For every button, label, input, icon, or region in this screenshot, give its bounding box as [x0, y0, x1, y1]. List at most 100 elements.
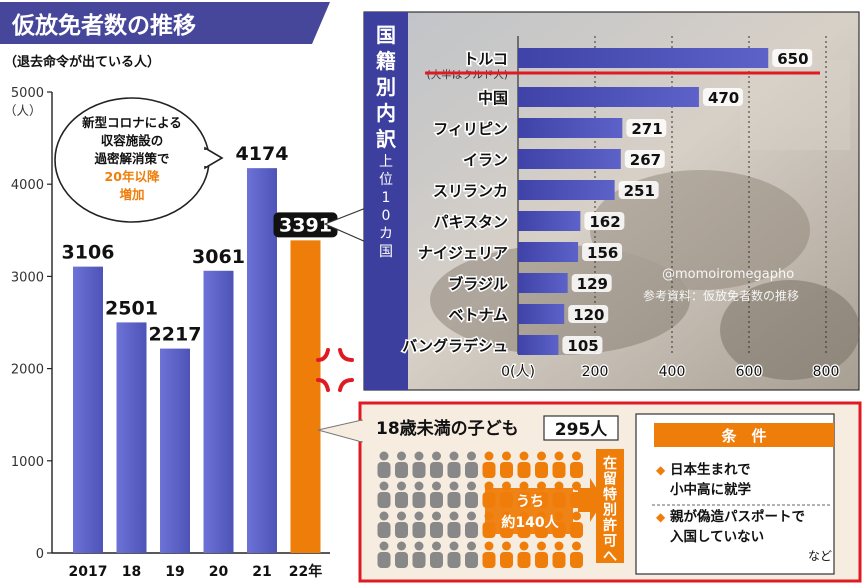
- panel-subtitle-char: カ: [379, 226, 393, 242]
- status-char: 可: [603, 534, 617, 550]
- person-icon: [397, 481, 406, 491]
- bar: [518, 48, 769, 68]
- person-icon: [570, 522, 583, 538]
- data-label: 650: [777, 50, 808, 68]
- person-icon: [377, 522, 391, 538]
- person-icon: [395, 522, 408, 538]
- conditions-title: 条 件: [720, 427, 766, 445]
- bullet-icon: ◆: [656, 463, 666, 477]
- data-label: 3391: [279, 214, 332, 236]
- y-tick-label: 5000: [11, 86, 44, 101]
- category-label: バングラデシュ: [402, 337, 508, 355]
- person-icon: [572, 541, 581, 551]
- bar: [116, 322, 147, 553]
- person-icon: [432, 511, 441, 521]
- value-label-bg: [273, 212, 338, 238]
- person-icon: [570, 462, 583, 478]
- data-label: 251: [624, 182, 655, 200]
- arrow-icon: [578, 478, 604, 522]
- bar: [518, 335, 559, 355]
- anger-mark: [316, 348, 354, 392]
- category-label: イラン: [463, 151, 508, 169]
- person-icon: [395, 492, 408, 508]
- panel-title-char: 国: [376, 23, 396, 47]
- category-label: ナイジェリア: [418, 244, 508, 262]
- category-label: スリランカ: [433, 182, 508, 200]
- category-label: 中国: [478, 89, 508, 107]
- condition-line: 小中高に就学: [670, 481, 751, 498]
- bar: [518, 149, 621, 169]
- bar: [518, 242, 579, 262]
- bar: [247, 168, 277, 553]
- y-tick-label: 1000: [11, 455, 44, 470]
- bar: [203, 270, 234, 553]
- bar: [518, 87, 699, 107]
- conditions-etc: など: [808, 549, 832, 563]
- data-label: 162: [589, 213, 620, 231]
- x-tick-label: 2017: [69, 564, 108, 580]
- x-tick-label: 21: [252, 564, 271, 580]
- x-tick-label: 19: [165, 564, 184, 580]
- person-icon: [502, 541, 511, 551]
- value-label-bg: [772, 49, 813, 67]
- person-icon: [447, 462, 461, 478]
- person-icon: [519, 541, 529, 551]
- person-icon: [484, 541, 494, 551]
- x-tick-label: 800: [813, 364, 840, 380]
- source-note: 参考資料：仮放免者数の推移: [643, 288, 799, 303]
- person-icon: [432, 541, 441, 551]
- status-char: 留: [603, 471, 617, 488]
- person-icon: [377, 462, 391, 478]
- background-photo: [430, 60, 860, 380]
- bar: [73, 266, 103, 553]
- person-icon: [465, 552, 478, 568]
- bar: [290, 240, 321, 553]
- bar: [518, 211, 581, 231]
- person-icon: [414, 451, 424, 461]
- person-icon: [467, 541, 476, 551]
- person-icon: [377, 492, 391, 508]
- person-icon: [467, 481, 476, 491]
- person-icon: [395, 462, 408, 478]
- person-icon: [379, 451, 389, 461]
- panel-title-char: 別: [376, 75, 396, 99]
- person-icon: [414, 481, 424, 491]
- bar: [518, 180, 615, 200]
- category-label: ベトナム: [448, 306, 508, 324]
- bar: [518, 118, 623, 138]
- panel-title-char: 籍: [376, 49, 396, 73]
- person-icon: [552, 462, 566, 478]
- person-icon: [449, 481, 459, 491]
- value-label-bg: [618, 181, 659, 199]
- person-icon: [552, 552, 566, 568]
- person-icon: [537, 541, 546, 551]
- person-icon: [447, 522, 461, 538]
- person-icon: [484, 451, 494, 461]
- person-icon: [379, 541, 389, 551]
- person-icon: [397, 541, 406, 551]
- children-heading: 18歳未満の子ども: [376, 418, 519, 439]
- panel-subtitle-char: 位: [379, 172, 393, 188]
- category-label: トルコ: [463, 50, 508, 68]
- person-icon: [430, 492, 443, 508]
- bullet-icon: ◆: [656, 510, 666, 524]
- title-bar: [0, 2, 330, 44]
- panel-subtitle-char: 上: [379, 154, 393, 170]
- person-icon: [395, 552, 408, 568]
- x-tick-label: 200: [582, 364, 609, 380]
- data-label: 129: [577, 275, 608, 293]
- person-icon: [430, 522, 443, 538]
- y-tick-label: 4000: [11, 178, 44, 193]
- value-label-bg: [568, 305, 609, 323]
- x-tick-label: 18: [122, 564, 141, 580]
- panel-side-bar: [364, 12, 408, 390]
- page-subtitle: （退去命令が出ている人）: [4, 54, 160, 70]
- person-icon: [482, 462, 496, 478]
- annotation-line: 過密解消策で: [93, 151, 169, 166]
- value-label-bg: [562, 336, 603, 354]
- person-icon: [397, 451, 406, 461]
- data-label: 271: [631, 120, 662, 138]
